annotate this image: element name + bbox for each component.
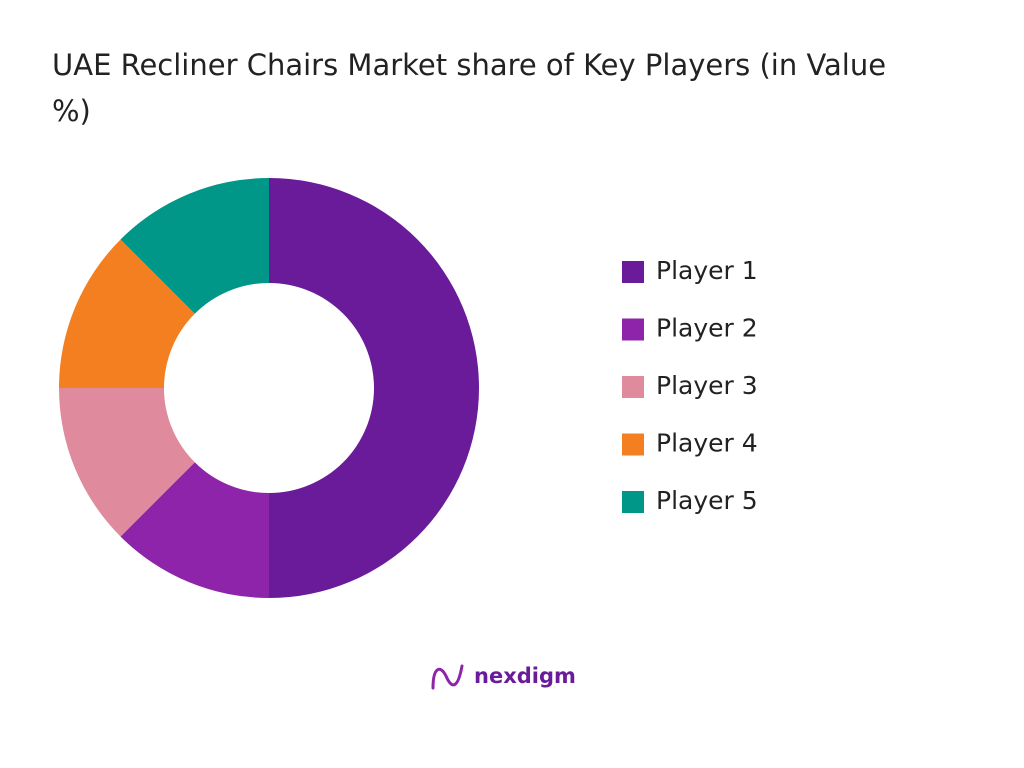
logo-text: nexdigm: [474, 664, 576, 688]
legend-swatch: [622, 376, 644, 398]
legend-swatch: [622, 261, 644, 283]
logo-icon: [431, 664, 464, 690]
legend-label: Player 4: [656, 429, 758, 458]
legend-label: Player 1: [656, 256, 758, 285]
donut-slice: [59, 239, 195, 388]
legend-swatch: [622, 491, 644, 513]
legend-label: Player 3: [656, 371, 758, 400]
legend-label: Player 2: [656, 314, 758, 343]
donut-slice: [120, 178, 270, 314]
legend-label: Player 5: [656, 486, 758, 515]
donut-slice: [269, 178, 479, 598]
legend-swatch: [622, 318, 644, 341]
legend-swatch: [622, 433, 644, 456]
chart-title: UAE Recliner Chairs Market share of Key …: [52, 48, 887, 128]
donut-slice: [120, 462, 270, 598]
donut-slice: [59, 388, 195, 537]
